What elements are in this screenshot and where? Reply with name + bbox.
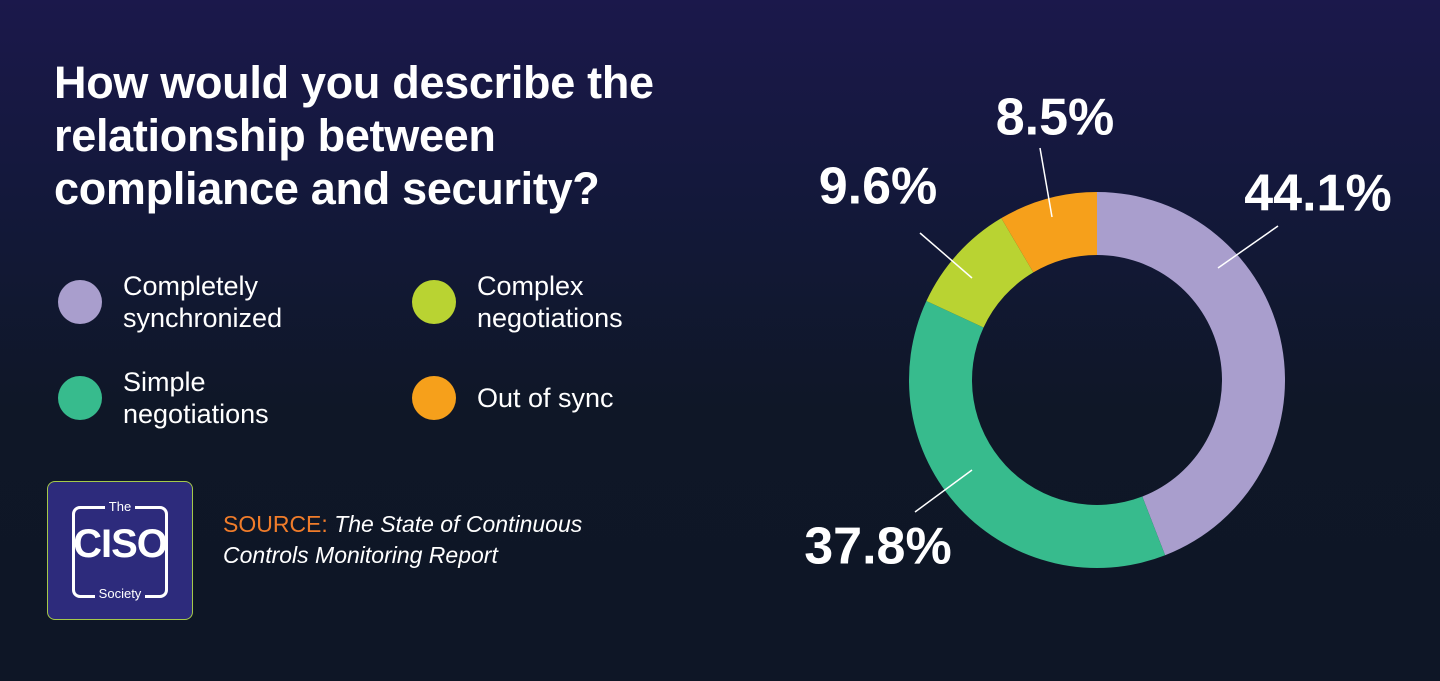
logo: The CISO Society xyxy=(47,481,193,620)
leader-line xyxy=(914,469,973,513)
leader-line xyxy=(919,232,973,279)
logo-main: CISO xyxy=(73,522,168,566)
donut-slice xyxy=(926,218,1034,328)
legend-label: Complex negotiations xyxy=(477,271,623,333)
data-label: 9.6% xyxy=(819,158,938,216)
leader-line xyxy=(1217,225,1279,269)
logo-top: The xyxy=(104,499,136,514)
data-label: 37.8% xyxy=(804,518,951,576)
legend-item: Complex negotiations xyxy=(412,254,672,350)
leader-line xyxy=(1039,147,1053,218)
logo-text: The xyxy=(48,499,192,514)
legend-marker xyxy=(412,280,456,324)
legend-item: Completely synchronized xyxy=(58,254,412,350)
legend-marker xyxy=(58,376,102,420)
source-label: SOURCE: xyxy=(223,511,328,537)
legend-marker xyxy=(412,376,456,420)
chart-title: How would you describe the relationship … xyxy=(54,57,654,214)
source: SOURCE: The State of Continuous Controls… xyxy=(223,509,643,571)
source-text: The State of Continuous Controls Monitor… xyxy=(223,511,583,568)
legend-item: Simple negotiations xyxy=(58,350,412,446)
legend-label: Simple negotiations xyxy=(123,367,269,429)
legend-label: Completely synchronized xyxy=(123,271,283,333)
logo-text: Society xyxy=(48,586,192,601)
legend-item: Out of sync xyxy=(412,350,672,446)
donut-slice xyxy=(1097,192,1285,556)
legend-marker xyxy=(58,280,102,324)
legend: Completely synchronized Simple negotiatio… xyxy=(58,254,672,446)
legend-label: Out of sync xyxy=(477,383,614,413)
data-label: 8.5% xyxy=(996,89,1115,147)
donut-slice xyxy=(1001,192,1097,273)
data-label: 44.1% xyxy=(1244,165,1391,223)
donut-slice xyxy=(909,301,1166,568)
logo-bottom: Society xyxy=(94,586,146,601)
